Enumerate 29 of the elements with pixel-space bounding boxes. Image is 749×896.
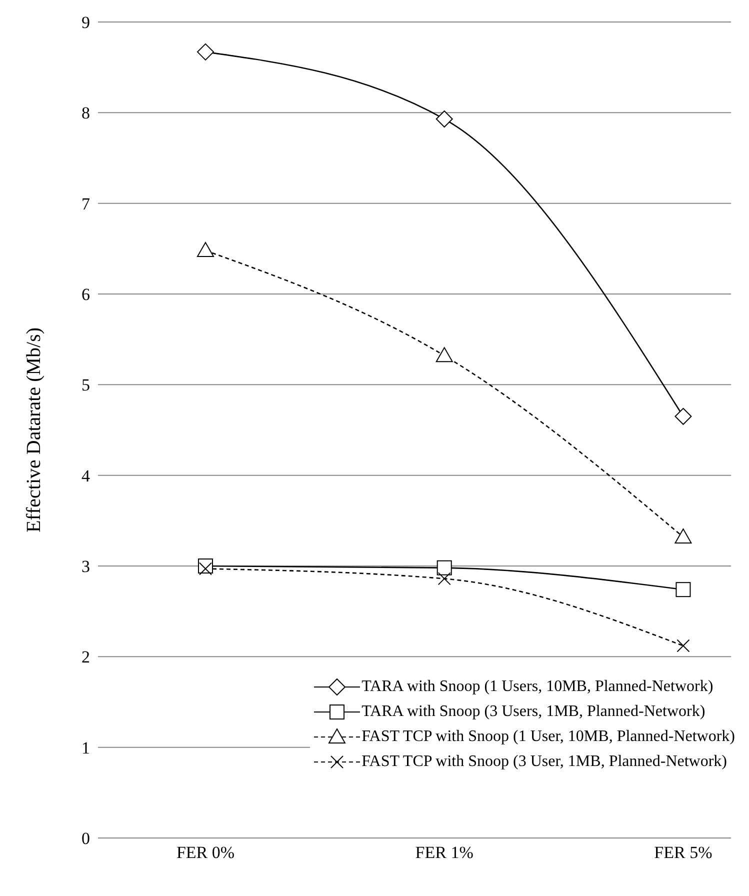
point xyxy=(196,43,214,60)
point xyxy=(674,408,692,425)
point xyxy=(436,110,453,128)
y-tick-label: 0 xyxy=(82,829,90,848)
point xyxy=(676,582,691,598)
y-tick-label: 8 xyxy=(82,104,90,123)
legend-label: TARA with Snoop (3 Users, 1MB, Planned-Network) xyxy=(362,702,706,720)
legend-label: TARA with Snoop (1 Users, 10MB, Planned-Network) xyxy=(362,678,714,696)
point xyxy=(436,560,452,576)
legend-label: FAST TCP with Snoop (1 User, 10MB, Planned-Network) xyxy=(362,728,735,746)
x-tick-label: FER 1% xyxy=(415,843,474,862)
point xyxy=(676,639,690,652)
y-tick-label: 1 xyxy=(82,738,90,758)
y-tick-label: 4 xyxy=(82,466,90,486)
y-tick-label: 2 xyxy=(82,648,90,667)
y-tick-label: 6 xyxy=(82,285,90,304)
point xyxy=(438,572,451,586)
y-tick-label: 5 xyxy=(82,376,90,395)
y-tick-label: 3 xyxy=(82,557,90,576)
y-tick-label: 7 xyxy=(82,194,90,214)
x-tick-label: FER 0% xyxy=(176,843,235,862)
point xyxy=(198,562,212,576)
point xyxy=(196,242,214,257)
point xyxy=(674,528,692,544)
point xyxy=(436,347,453,362)
legend-label: FAST TCP with Snoop (3 User, 1MB, Planned-Network) xyxy=(362,752,727,770)
x-tick-label: FER 5% xyxy=(654,843,712,862)
y-axis-title: Effective Datarate (Mb/s) xyxy=(23,327,46,533)
y-tick-label: 9 xyxy=(82,13,90,32)
